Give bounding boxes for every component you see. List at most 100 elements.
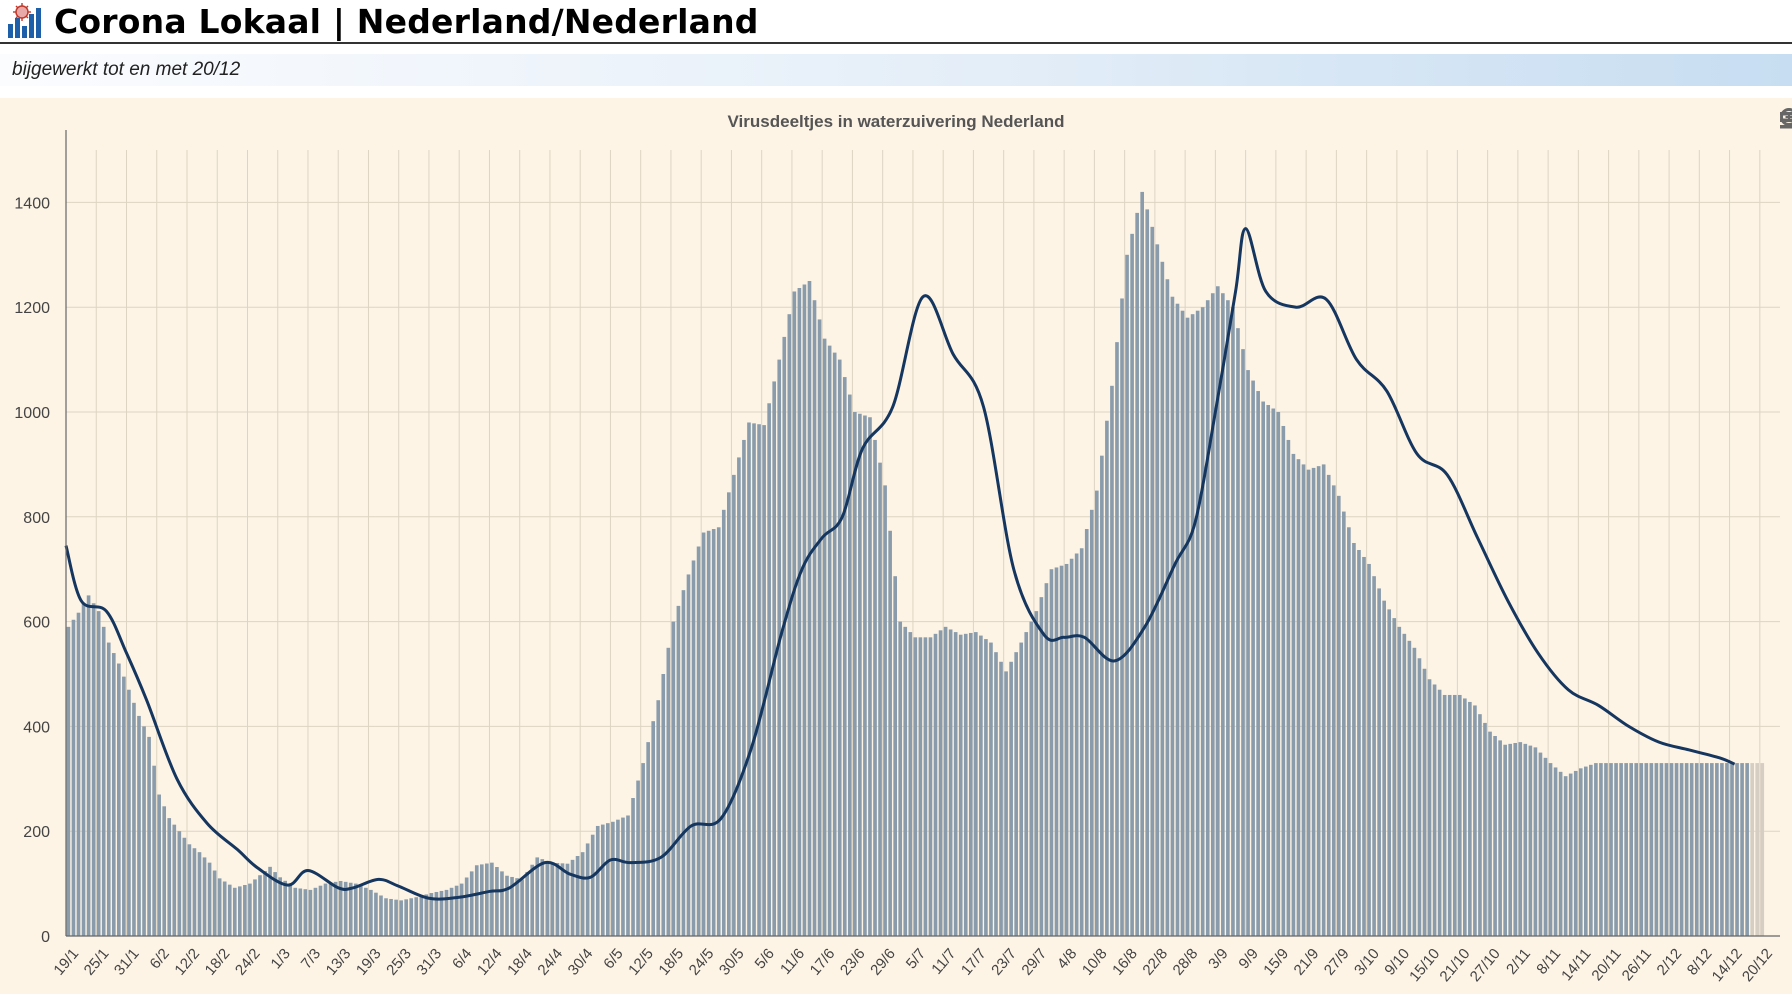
bar [565, 863, 570, 936]
bar [1019, 642, 1024, 936]
bar [1185, 317, 1190, 936]
bar [1543, 757, 1548, 936]
x-tick-label: 10/8 [1079, 945, 1111, 978]
x-tick-label: 15/10 [1406, 945, 1443, 985]
bar [1084, 529, 1089, 936]
bar [767, 403, 771, 936]
x-tick-label: 2/12 [1654, 945, 1686, 978]
bar [434, 891, 439, 936]
bar [953, 632, 958, 936]
bar [1694, 763, 1699, 936]
bar [550, 862, 555, 936]
bar [938, 630, 943, 936]
bar [1135, 212, 1139, 936]
bar [1205, 300, 1210, 936]
bar [248, 883, 252, 936]
bar [495, 867, 499, 936]
bar [1407, 640, 1412, 936]
x-tick-label: 12/2 [171, 945, 203, 978]
bar [631, 798, 635, 936]
bar [1160, 261, 1165, 936]
bar [575, 856, 580, 936]
bar [222, 881, 227, 936]
bar [1604, 763, 1608, 936]
bar [505, 875, 509, 936]
x-tick-label: 14/11 [1558, 945, 1594, 984]
bar [439, 890, 444, 936]
bar [1478, 714, 1482, 936]
bar [515, 878, 519, 936]
bar [132, 702, 136, 936]
bar [762, 425, 766, 936]
bar [888, 530, 892, 936]
bar [595, 825, 600, 936]
bar [641, 763, 645, 936]
bar [1594, 763, 1598, 936]
bar [1044, 583, 1049, 936]
x-tick-label: 4/8 [1054, 945, 1080, 972]
bar [651, 721, 656, 936]
x-tick-label: 16/8 [1109, 945, 1141, 978]
bar [963, 633, 968, 936]
bar [1130, 233, 1134, 937]
updated-text: bijgewerkt tot en met 20/12 [12, 59, 241, 80]
x-tick-label: 3/10 [1351, 945, 1383, 978]
bar [1321, 464, 1326, 936]
bar [671, 621, 676, 936]
y-tick-label: 800 [23, 510, 50, 527]
bar [1331, 485, 1336, 936]
bar [994, 652, 998, 936]
x-tick-label: 23/7 [988, 945, 1020, 978]
bar [1301, 464, 1306, 936]
bar [525, 872, 529, 936]
bar [918, 637, 923, 936]
bar [797, 287, 802, 936]
bar [1140, 191, 1145, 937]
bar [162, 806, 167, 936]
bar [721, 509, 726, 936]
bar [1704, 763, 1709, 936]
bar [837, 359, 842, 937]
bar [606, 823, 610, 936]
bar [1589, 764, 1593, 936]
bar [374, 892, 378, 936]
bar [732, 474, 736, 936]
bar [923, 637, 928, 936]
bar [792, 291, 797, 936]
bar [510, 876, 514, 936]
bar [313, 887, 318, 936]
bar [984, 639, 988, 936]
bar [1251, 380, 1255, 936]
bar [1488, 731, 1492, 936]
bar [278, 877, 282, 936]
menu-icon[interactable] [1778, 106, 1792, 134]
bar [777, 359, 782, 937]
bar [853, 412, 857, 936]
bar [182, 837, 187, 936]
bar [263, 871, 267, 936]
bar [737, 457, 741, 936]
bar [152, 765, 156, 936]
bar [122, 676, 126, 936]
bar [1392, 618, 1397, 936]
bar [1750, 763, 1754, 936]
bar [202, 857, 207, 936]
x-tick-label: 3/9 [1205, 945, 1231, 972]
bar [1573, 770, 1578, 936]
bar [243, 884, 247, 936]
bar [399, 900, 403, 936]
bar [1120, 298, 1124, 936]
bar [384, 898, 388, 936]
bar [1347, 527, 1351, 936]
bar [303, 889, 308, 936]
x-tick-label: 23/6 [837, 945, 869, 978]
bar [1004, 671, 1008, 936]
bar [908, 632, 913, 936]
bar [258, 875, 262, 936]
bar [1634, 763, 1639, 936]
x-tick-label: 28/8 [1170, 945, 1202, 978]
bar [1215, 286, 1220, 936]
bar [626, 815, 630, 936]
bar [1170, 296, 1175, 937]
bar [540, 859, 545, 936]
